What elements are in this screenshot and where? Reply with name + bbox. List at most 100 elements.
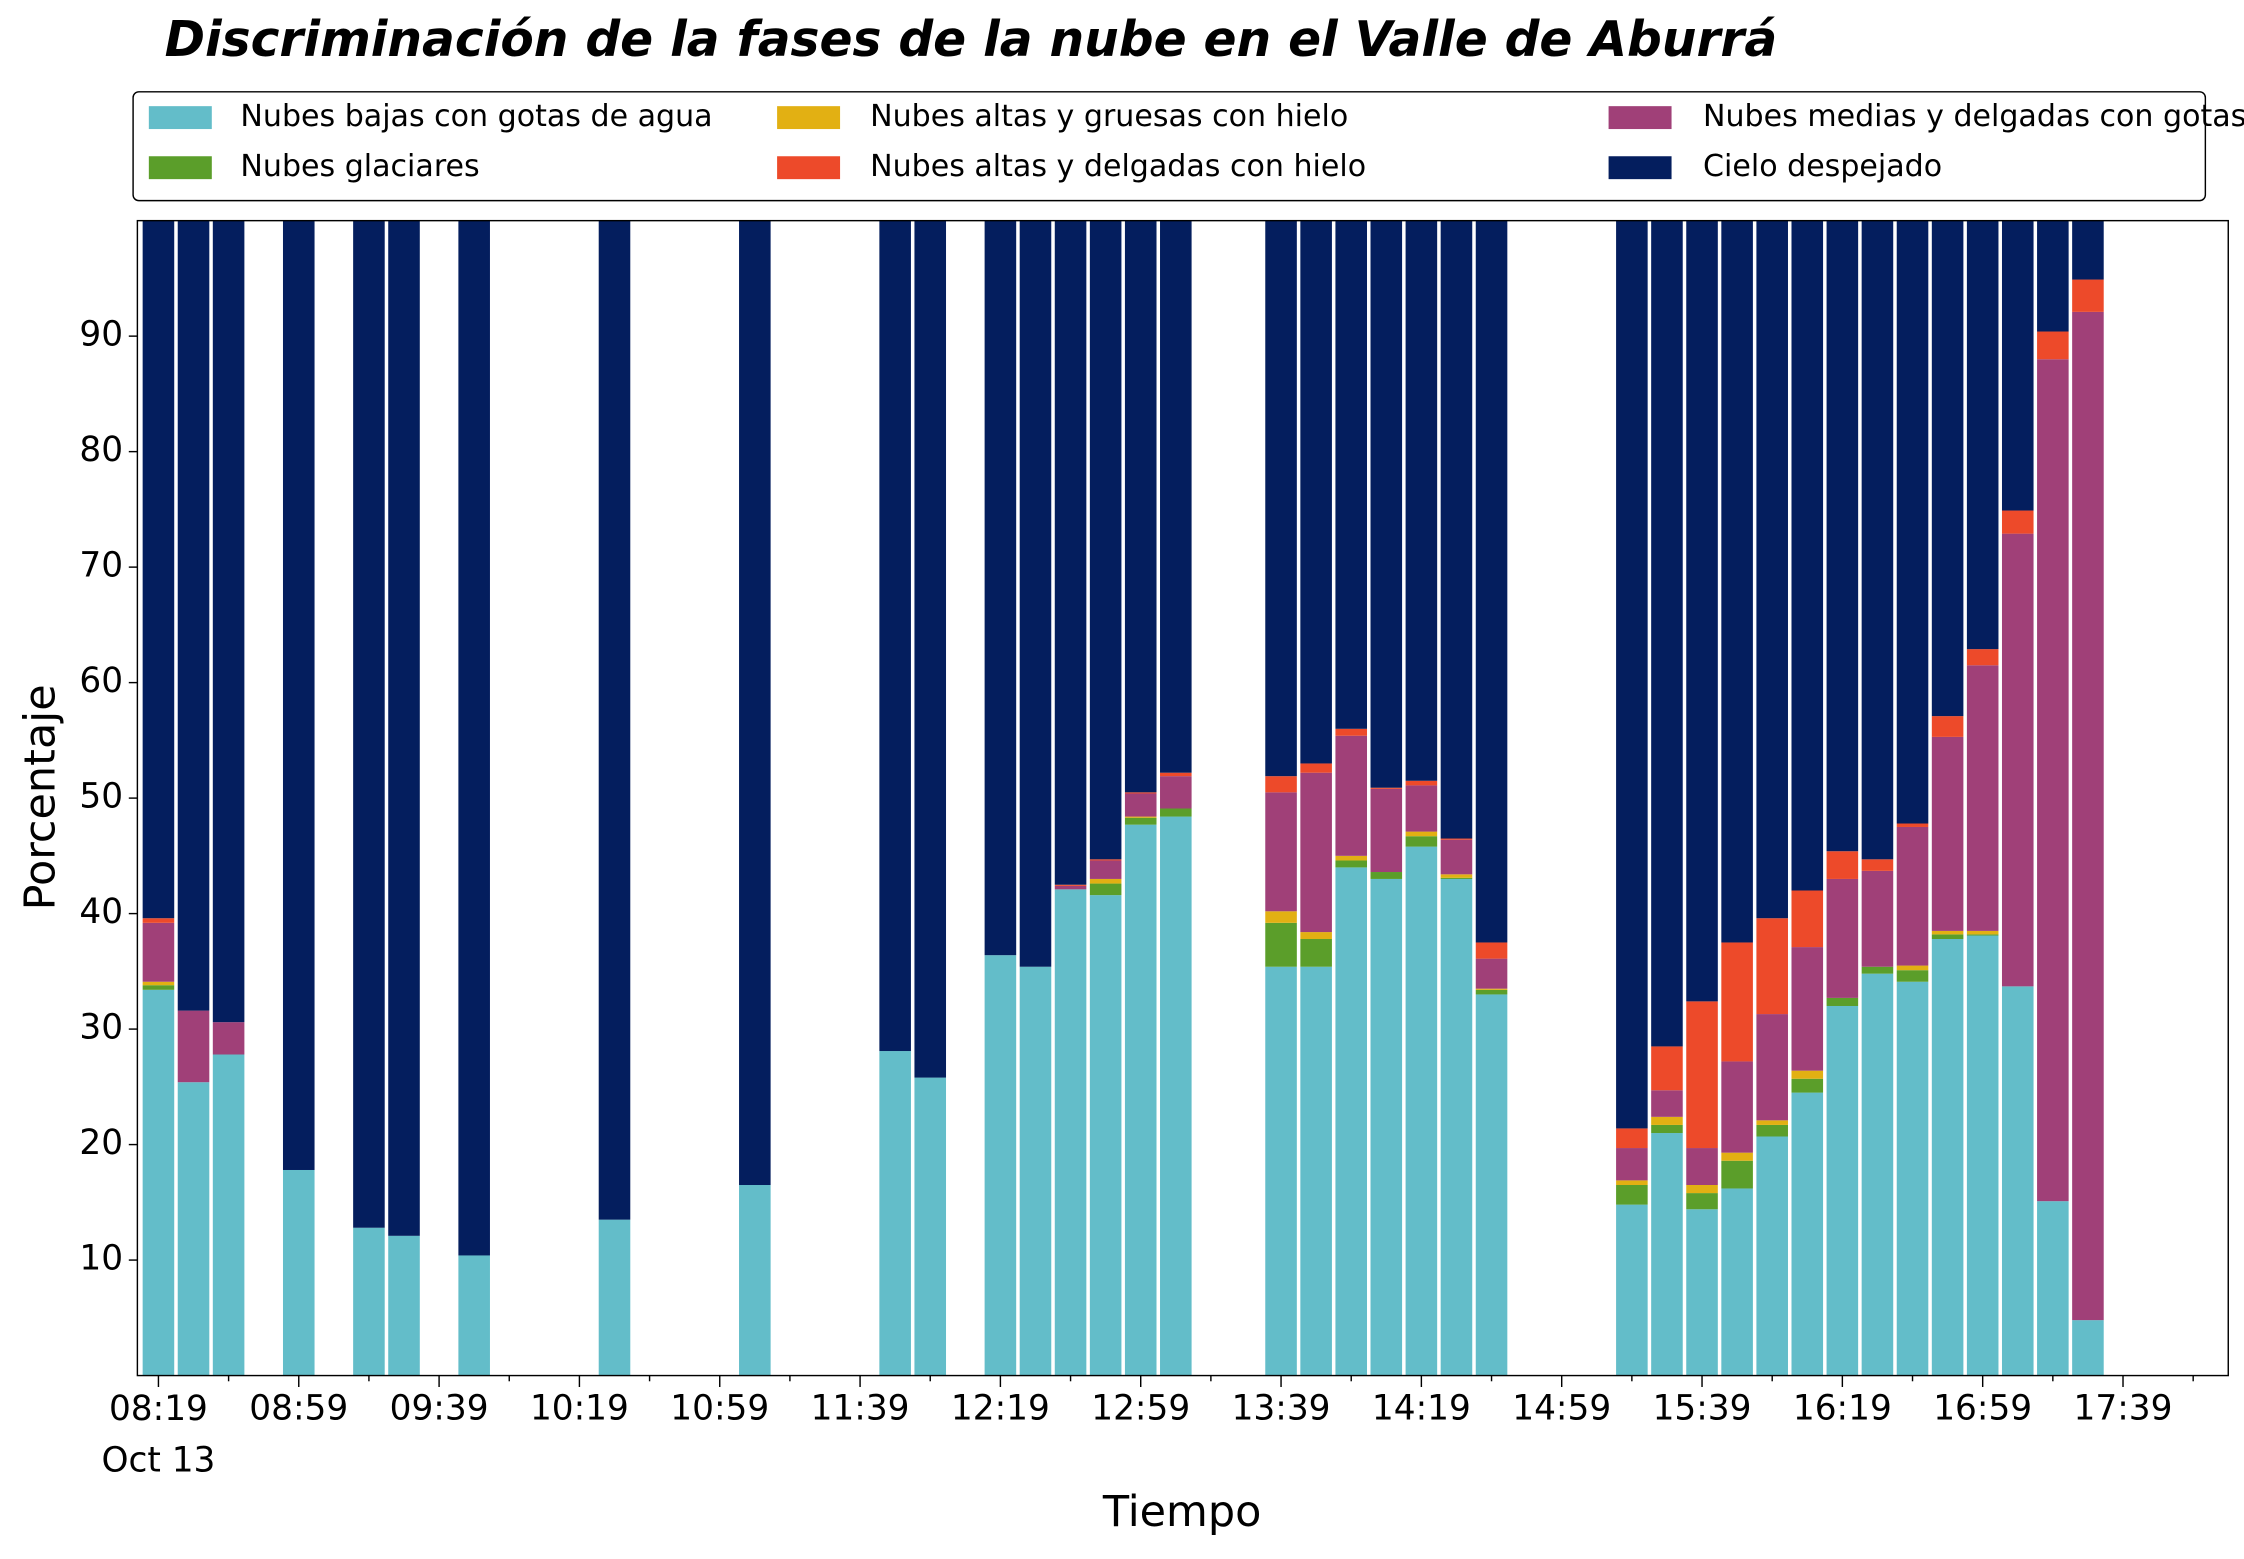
bar-segment — [598, 220, 631, 1220]
bar-segment — [1826, 1005, 1859, 1376]
bar-segment — [142, 985, 175, 990]
bar-segment — [1896, 970, 1929, 982]
bar-segment — [1686, 1209, 1718, 1376]
bar-segment — [1300, 939, 1332, 967]
bar-segment — [1721, 1152, 1753, 1161]
bar-segment — [879, 1051, 911, 1376]
legend-swatch — [148, 106, 212, 130]
bar-segment — [1896, 823, 1929, 827]
bar-segment — [914, 1077, 947, 1376]
bar-segment — [1616, 1185, 1648, 1205]
bar-segment — [1160, 816, 1192, 1376]
legend-swatch — [148, 156, 212, 180]
bar-segment — [1475, 220, 1508, 943]
bar-segment — [1405, 220, 1438, 781]
bar-segment — [1265, 911, 1297, 923]
x-tick-label: 12:59 — [1091, 1388, 1190, 1428]
bar-segment — [598, 1219, 631, 1376]
bar-segment — [1616, 1204, 1648, 1376]
bar-segment — [1160, 772, 1192, 777]
bar-segment — [1335, 735, 1368, 856]
bar-segment — [1861, 973, 1894, 1376]
bar-segment — [1405, 831, 1438, 837]
x-tick-label: 14:19 — [1372, 1388, 1471, 1428]
bar-segment — [142, 989, 175, 1376]
bar-segment — [1791, 947, 1824, 1071]
bar-segment — [1861, 859, 1894, 871]
x-tick-label: 08:19 Oct 13 — [101, 1388, 215, 1480]
bar-segment — [1966, 649, 1999, 666]
legend-label: Nubes altas y delgadas con hielo — [870, 149, 1366, 184]
bar-segment — [1370, 787, 1403, 789]
bar-segment — [1651, 1133, 1683, 1376]
bar-segment — [984, 220, 1017, 956]
bar-segment — [1440, 874, 1473, 878]
bar-segment — [1756, 1120, 1788, 1125]
bar-segment — [1124, 792, 1157, 794]
bar-segment — [1475, 989, 1508, 995]
bar-segment — [1756, 220, 1788, 919]
bar-segment — [1335, 728, 1368, 736]
bar-segment — [1124, 817, 1157, 825]
bar-segment — [1475, 988, 1508, 990]
legend-label: Nubes altas y gruesas con hielo — [870, 99, 1348, 134]
bar-segment — [1054, 889, 1087, 1376]
bar-segment — [1861, 966, 1894, 974]
bar-segment — [1405, 785, 1438, 832]
bar-segment — [1300, 966, 1332, 1376]
bar-segment — [2001, 220, 2034, 511]
bar-segment — [1616, 1180, 1648, 1186]
bar-segment — [1896, 826, 1929, 966]
bar-segment — [1826, 220, 1859, 852]
bar-segment — [1616, 1148, 1648, 1181]
bar-segment — [1966, 665, 1999, 931]
bar-segment — [353, 1227, 385, 1376]
x-axis-label: Tiempo — [1102, 1487, 1262, 1537]
bar-segment — [1651, 220, 1683, 1047]
bar-segment — [1265, 220, 1297, 777]
bar-segment — [2072, 279, 2104, 312]
bar-segment — [388, 1235, 420, 1376]
bar-segment — [1300, 772, 1332, 933]
bar-segment — [739, 1185, 771, 1376]
bar-segment — [1054, 884, 1087, 886]
legend-swatch — [777, 106, 841, 130]
bar-segment — [1265, 966, 1297, 1376]
y-tick-label: 80 — [79, 430, 123, 470]
bar-segment — [1931, 939, 1964, 1376]
bar-segment — [142, 922, 175, 982]
bar-segment — [1756, 1014, 1788, 1121]
legend-label: Nubes glaciares — [240, 149, 479, 184]
bar-segment — [1966, 934, 1999, 936]
bar-segment — [2072, 220, 2104, 280]
bar-segment — [1124, 220, 1157, 793]
bar-segment — [1160, 808, 1192, 817]
y-tick-label: 90 — [79, 315, 123, 355]
bar-segment — [1089, 860, 1122, 879]
chart-title: Discriminación de la fases de la nube en… — [165, 12, 1778, 68]
bar-segment — [1931, 716, 1964, 737]
x-tick-label: 16:59 — [1933, 1388, 2032, 1428]
bar-segment — [1966, 935, 1999, 1376]
y-tick-label: 70 — [79, 546, 123, 586]
bar-segment — [1721, 1188, 1753, 1376]
bar-segment — [177, 1010, 210, 1083]
bar-segment — [1475, 958, 1508, 989]
y-tick-label: 40 — [79, 892, 123, 932]
bar-segment — [1826, 878, 1859, 998]
bar-segment — [1440, 220, 1473, 839]
bar-segment — [1686, 1001, 1718, 1149]
x-tick-label: 10:59 — [670, 1388, 769, 1428]
bar-segment — [353, 220, 385, 1228]
bar-segment — [2072, 1320, 2104, 1376]
bar-segment — [2001, 510, 2034, 534]
bar-segment — [1124, 816, 1157, 818]
bar-segment — [212, 1054, 245, 1376]
bar-segment — [1616, 220, 1648, 1129]
bar-segment — [388, 220, 420, 1236]
bar-segment — [1335, 855, 1368, 861]
legend-label: Nubes medias y delgadas con gotas de agu… — [1703, 99, 2244, 134]
bar-segment — [2037, 331, 2069, 360]
bar-segment — [1686, 220, 1718, 1002]
bar-segment — [1686, 1193, 1718, 1210]
